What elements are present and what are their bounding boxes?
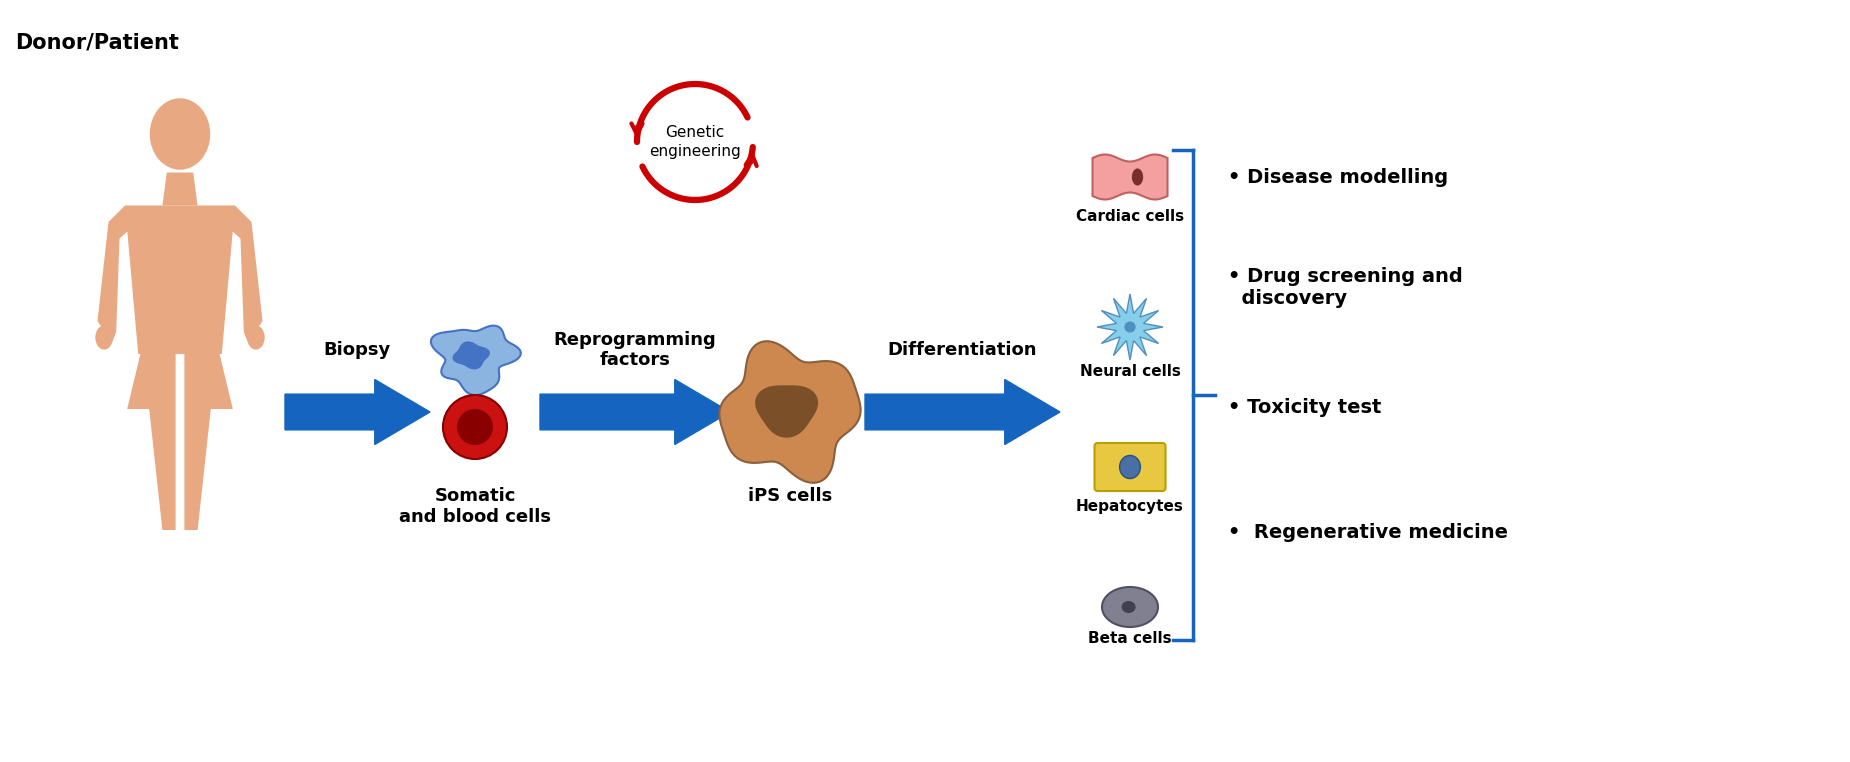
Text: • Toxicity test: • Toxicity test — [1228, 398, 1382, 417]
Ellipse shape — [150, 98, 211, 170]
FancyArrow shape — [540, 379, 731, 444]
Text: Donor/Patient: Donor/Patient — [15, 32, 179, 52]
FancyArrow shape — [285, 379, 429, 444]
Text: •  Regenerative medicine: • Regenerative medicine — [1228, 523, 1508, 542]
Polygon shape — [1103, 587, 1158, 627]
Text: Reprogramming
factors: Reprogramming factors — [553, 331, 716, 370]
Polygon shape — [185, 354, 233, 530]
Circle shape — [1125, 322, 1136, 332]
Polygon shape — [222, 206, 263, 343]
Circle shape — [457, 409, 492, 445]
Polygon shape — [755, 386, 818, 437]
Polygon shape — [128, 354, 176, 530]
Text: Genetic
engineering: Genetic engineering — [649, 125, 740, 159]
Circle shape — [442, 395, 507, 459]
Text: iPS cells: iPS cells — [747, 487, 832, 505]
Ellipse shape — [96, 325, 113, 350]
Text: Hepatocytes: Hepatocytes — [1077, 499, 1184, 514]
Polygon shape — [98, 206, 139, 343]
Polygon shape — [126, 206, 235, 354]
Text: Somatic
and blood cells: Somatic and blood cells — [400, 487, 551, 526]
Polygon shape — [720, 341, 860, 483]
FancyBboxPatch shape — [1095, 443, 1166, 491]
Text: • Drug screening and
  discovery: • Drug screening and discovery — [1228, 267, 1463, 308]
Ellipse shape — [1132, 168, 1143, 186]
Polygon shape — [1093, 155, 1167, 200]
Polygon shape — [1097, 294, 1164, 360]
Ellipse shape — [248, 325, 265, 350]
Polygon shape — [431, 325, 522, 395]
Text: Neural cells: Neural cells — [1080, 364, 1180, 379]
Text: • Disease modelling: • Disease modelling — [1228, 168, 1449, 187]
Text: Beta cells: Beta cells — [1088, 631, 1171, 646]
Polygon shape — [453, 341, 490, 370]
Polygon shape — [163, 172, 198, 206]
Text: Differentiation: Differentiation — [888, 341, 1036, 359]
FancyArrow shape — [866, 379, 1060, 444]
Text: Biopsy: Biopsy — [324, 341, 390, 359]
Ellipse shape — [1119, 456, 1140, 479]
Text: Cardiac cells: Cardiac cells — [1077, 209, 1184, 224]
Ellipse shape — [1121, 601, 1136, 613]
